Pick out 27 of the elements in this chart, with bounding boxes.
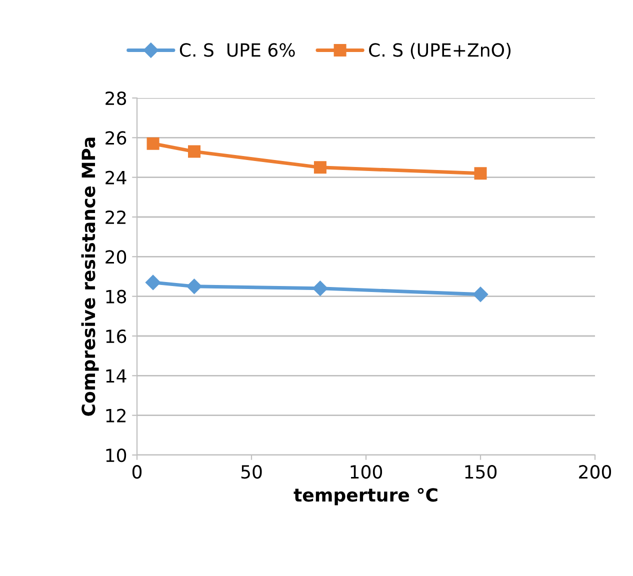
y-tick-label: 18 — [106, 290, 126, 304]
y-tick-label: 22 — [106, 210, 126, 224]
point — [314, 161, 326, 174]
x-tick-label: 100 — [350, 465, 382, 479]
point — [472, 286, 488, 302]
point — [312, 280, 328, 296]
y-tick-label: 26 — [106, 131, 126, 145]
y-axis-title: Compresive resistance MPa — [81, 138, 99, 416]
point — [145, 274, 161, 290]
legend-label: C. S UPE 6% — [180, 43, 295, 57]
y-tick-label: 14 — [106, 369, 126, 383]
x-tick-label: 50 — [241, 465, 262, 479]
point — [146, 137, 160, 150]
point — [186, 278, 202, 294]
y-tick-label: 20 — [106, 250, 126, 264]
x-tick-label: 0 — [132, 465, 142, 479]
x-tick-label: 150 — [465, 465, 497, 479]
y-tick-label: 10 — [106, 448, 126, 462]
point — [474, 167, 487, 180]
x-axis-title: temperture °C — [294, 488, 438, 506]
y-tick-label: 12 — [106, 408, 126, 422]
y-tick-label: 28 — [106, 91, 126, 106]
y-tick-label: 16 — [106, 329, 126, 344]
y-tick-label: 24 — [106, 170, 126, 184]
x-tick-label: 200 — [579, 465, 612, 479]
legend-label: C. S (UPE+ZnO) — [369, 42, 511, 59]
point — [188, 145, 200, 158]
